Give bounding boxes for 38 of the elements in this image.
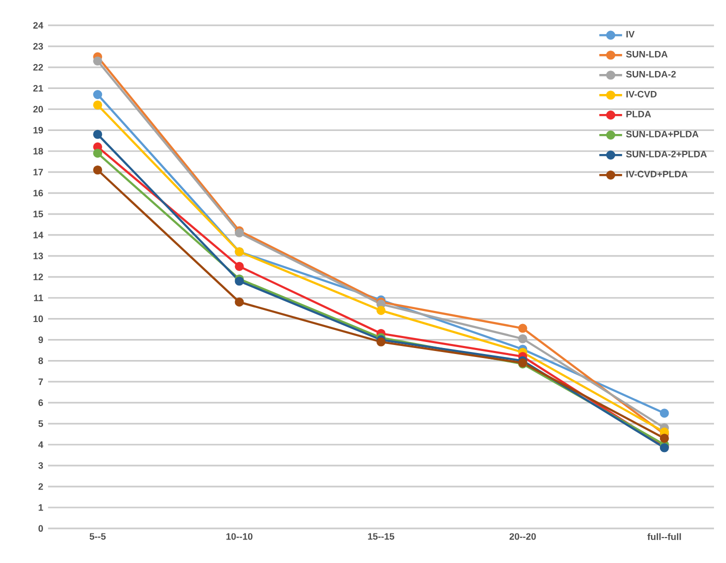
x-tick-label: full--full: [647, 533, 681, 540]
y-tick-label: 7: [38, 378, 43, 385]
legend-label: SUN-LDA: [626, 50, 668, 58]
x-tick-label: 10--10: [226, 533, 252, 540]
y-tick-label: 6: [38, 399, 43, 406]
y-tick-label: 11: [34, 294, 44, 302]
y-tick-label: 24: [33, 22, 44, 29]
y-tick-label: 14: [34, 232, 44, 238]
legend-label: IV-CVD: [626, 90, 657, 98]
y-tick-label: 5: [38, 420, 44, 427]
y-tick-label: 17: [34, 168, 43, 176]
legend-label: PLDA: [626, 110, 651, 118]
y-tick-label: 2: [38, 483, 43, 490]
legend-label: SUN-LDA-2: [626, 70, 676, 78]
y-tick-label: 8: [38, 357, 44, 364]
y-tick-label: 1: [38, 504, 44, 511]
y-tick-label: 12: [34, 274, 43, 280]
y-tick-label: 22: [33, 64, 43, 70]
y-tick-label: 10: [34, 315, 43, 322]
y-tick-label: 20: [33, 106, 43, 112]
y-tick-label: 18: [34, 148, 44, 154]
y-tick-label: 19: [34, 126, 43, 134]
legend-label: IV-CVD+PLDA: [626, 170, 688, 178]
y-tick-label: 0: [38, 525, 43, 532]
x-tick-label: 20--20: [510, 533, 536, 540]
legend-label: SUN-LDA+PLDA: [626, 130, 698, 138]
y-tick-label: 23: [33, 42, 43, 50]
x-tick-label: 5--5: [90, 533, 106, 540]
y-tick-label: 3: [38, 462, 43, 469]
y-tick-label: 16: [34, 190, 43, 196]
legend-label: SUN-LDA-2+PLDA: [626, 150, 707, 158]
y-tick-label: 4: [38, 441, 44, 448]
y-tick-label: 13: [34, 252, 43, 260]
x-tick-label: 15--15: [368, 533, 394, 540]
y-tick-label: 15: [34, 210, 44, 218]
legend-label: IV: [626, 30, 635, 38]
y-tick-label: 9: [38, 336, 43, 344]
y-tick-label: 21: [33, 84, 44, 92]
